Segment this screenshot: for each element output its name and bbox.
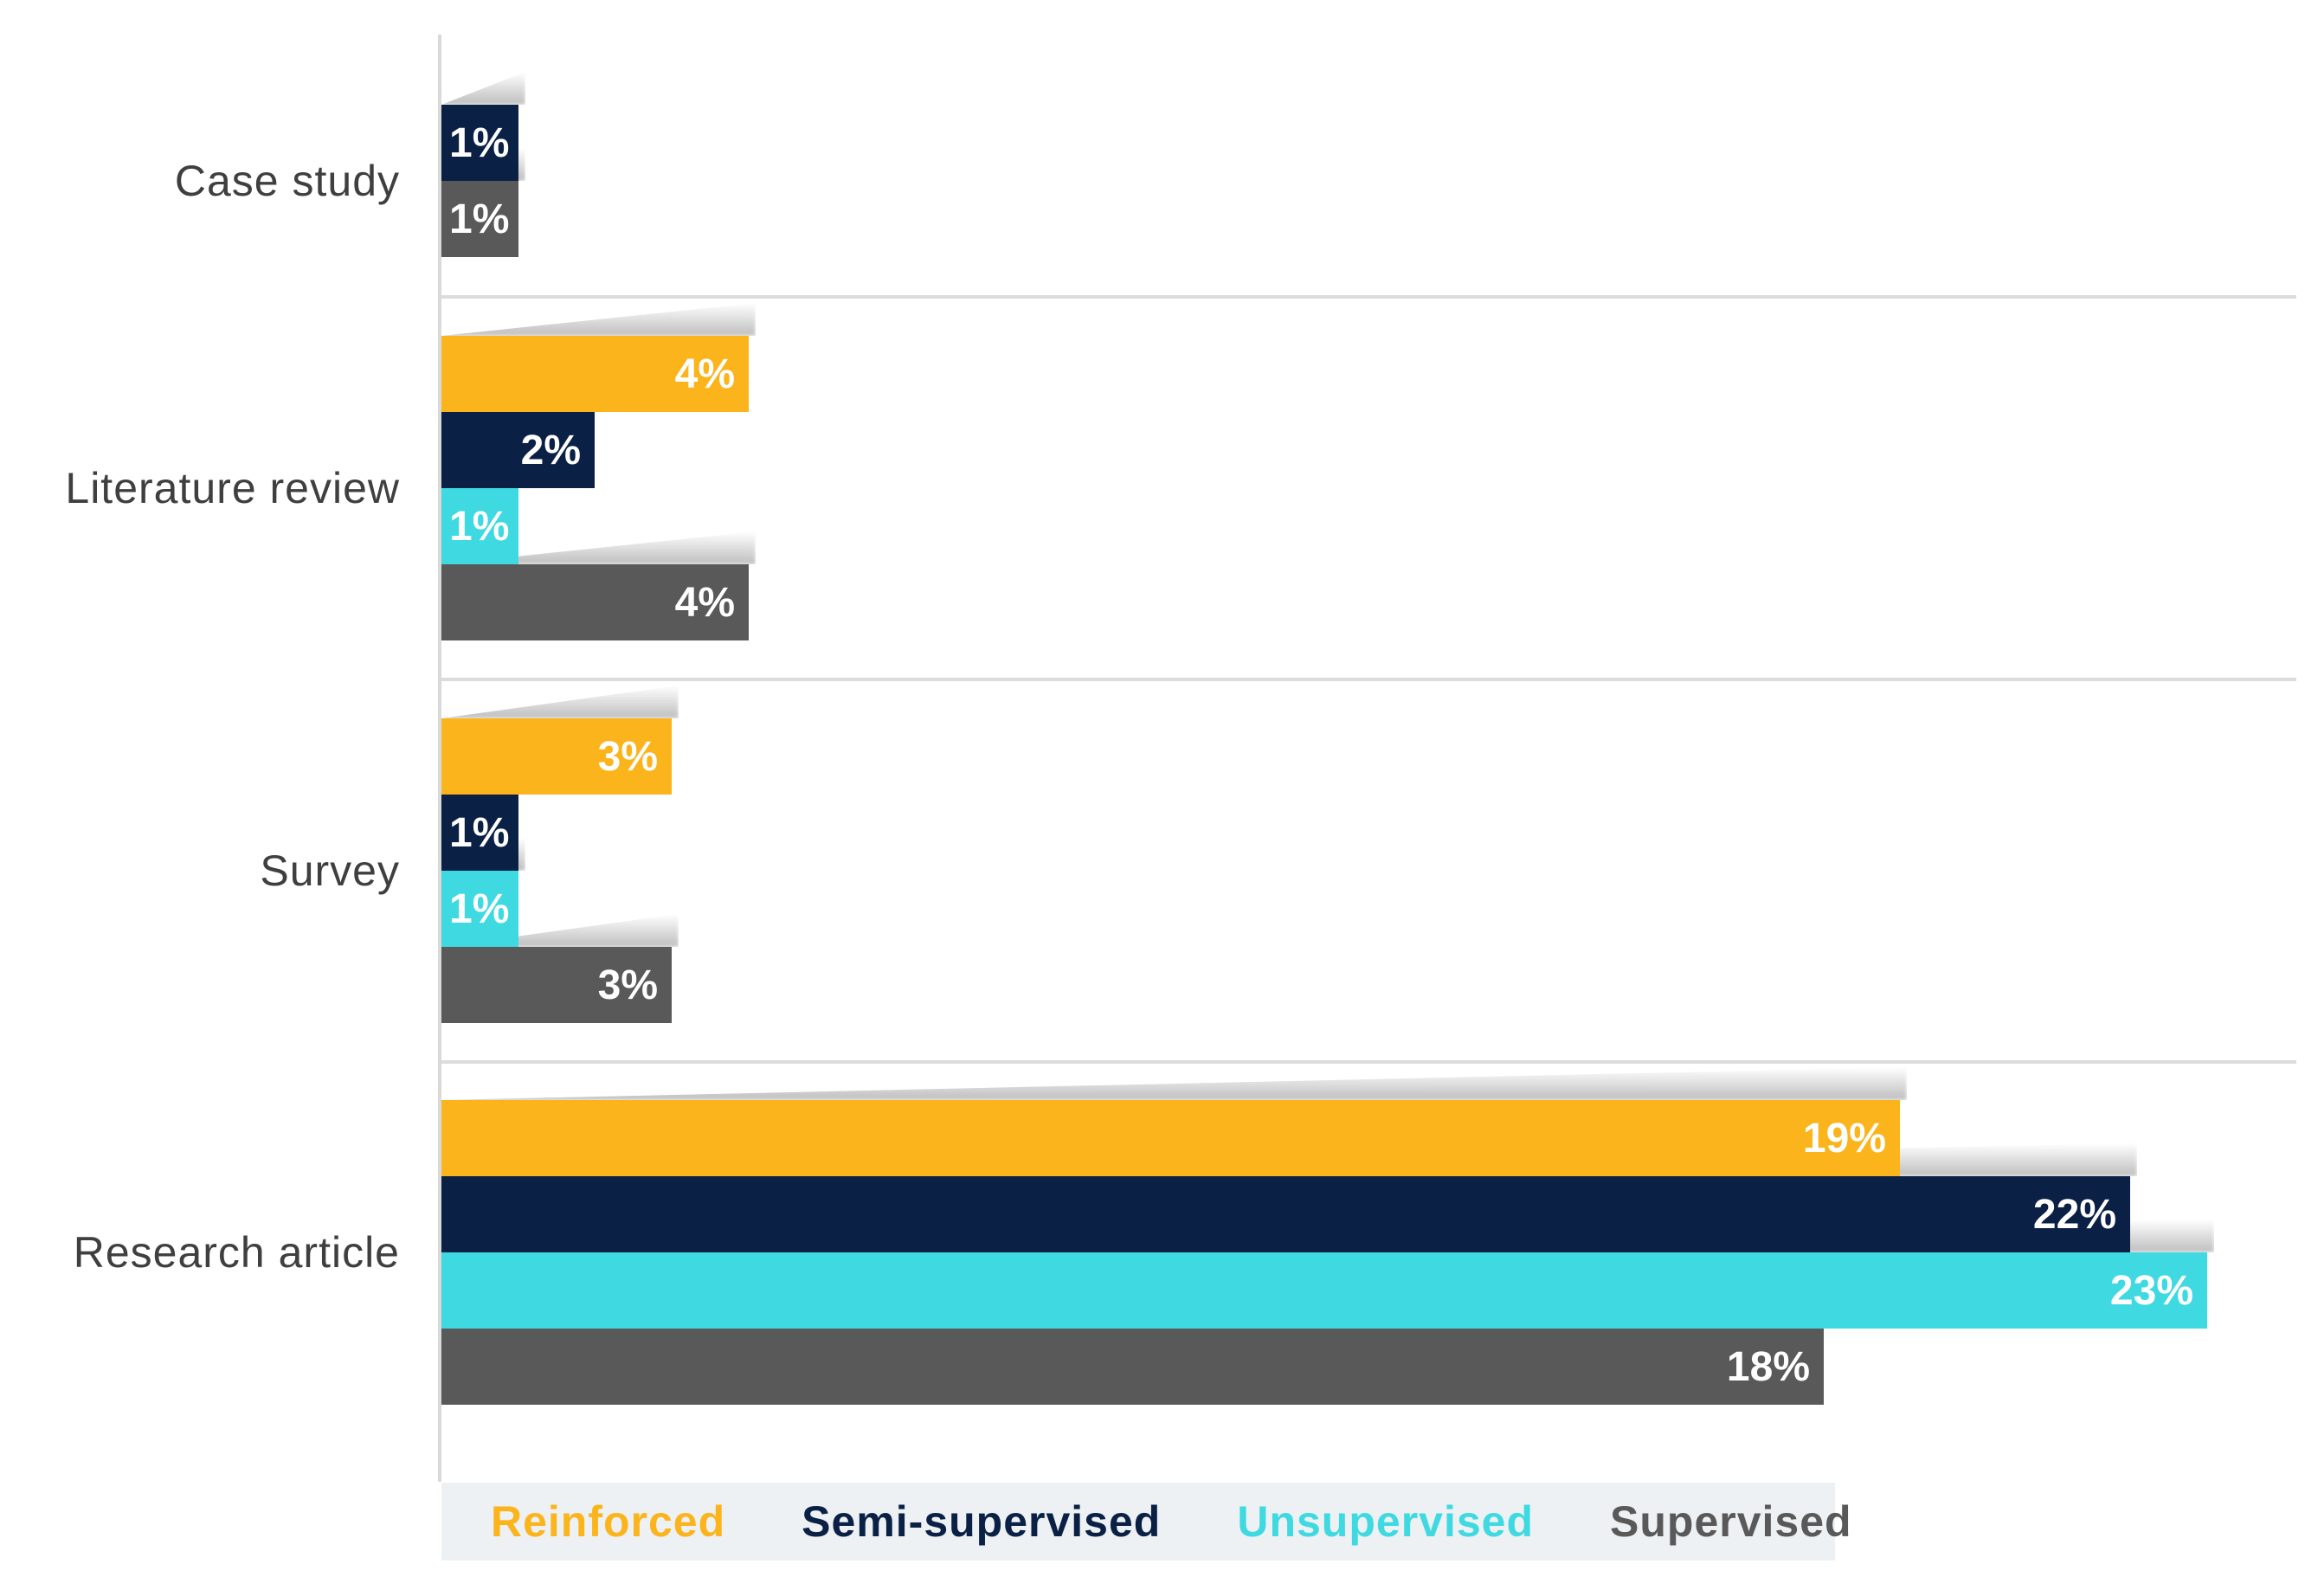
bar-value-label: 1%	[449, 119, 510, 166]
series-bar-semi-supervised: 22%	[441, 1176, 2130, 1252]
bar-value-label: 1%	[449, 885, 510, 932]
category-label-literature-review: Literature review	[65, 464, 400, 512]
bar-value-label: 4%	[674, 351, 735, 397]
bar-value-label: 3%	[597, 962, 658, 1008]
category-separator	[441, 678, 2296, 681]
bar-shadow	[441, 1067, 1907, 1100]
bar-value-label: 1%	[449, 196, 510, 242]
category-label-case-study: Case study	[174, 157, 400, 205]
series-bar-unsupervised: 1%	[441, 871, 518, 947]
series-bar-unsupervised: 1%	[441, 488, 518, 564]
bar-value-label: 19%	[1802, 1115, 1886, 1162]
series-bar-reinforced: 4%	[441, 336, 749, 412]
series-bar-unsupervised: 23%	[441, 1252, 2207, 1329]
bar-value-label: 4%	[674, 579, 735, 626]
category-label-survey: Survey	[260, 846, 400, 895]
bar-shadow	[441, 303, 756, 336]
bar-shadow	[441, 685, 679, 718]
bar-value-label: 1%	[449, 503, 510, 550]
legend-item-reinforced: Reinforced	[491, 1497, 726, 1546]
series-bar-reinforced: 19%	[441, 1100, 1900, 1176]
bar-value-label: 1%	[449, 809, 510, 856]
series-bar-semi-supervised: 1%	[441, 105, 518, 181]
category-separator	[441, 1060, 2296, 1064]
bar-value-label: 18%	[1726, 1343, 1810, 1390]
series-bar-supervised: 3%	[441, 947, 672, 1023]
legend-item-semi-supervised: Semi-supervised	[802, 1497, 1162, 1546]
bar-value-label: 22%	[2032, 1191, 2116, 1238]
series-bar-supervised: 18%	[441, 1329, 1824, 1405]
series-bar-supervised: 4%	[441, 564, 749, 640]
category-separator	[441, 295, 2296, 299]
series-bar-semi-supervised: 1%	[441, 795, 518, 871]
series-bar-semi-supervised: 2%	[441, 412, 595, 488]
bar-value-label: 2%	[520, 427, 581, 473]
series-bar-supervised: 1%	[441, 181, 518, 257]
bar-value-label: 23%	[2109, 1267, 2193, 1314]
legend-item-supervised: Supervised	[1610, 1497, 1852, 1546]
legend: Reinforced Semi-supervised Unsupervised …	[441, 1483, 1851, 1561]
series-bar-reinforced: 3%	[441, 718, 672, 795]
legend-item-unsupervised: Unsupervised	[1237, 1497, 1535, 1546]
bar-value-label: 3%	[597, 733, 658, 780]
category-axis-line	[438, 35, 441, 1482]
category-label-research-article: Research article	[73, 1228, 400, 1277]
bar-shadow	[441, 72, 525, 105]
